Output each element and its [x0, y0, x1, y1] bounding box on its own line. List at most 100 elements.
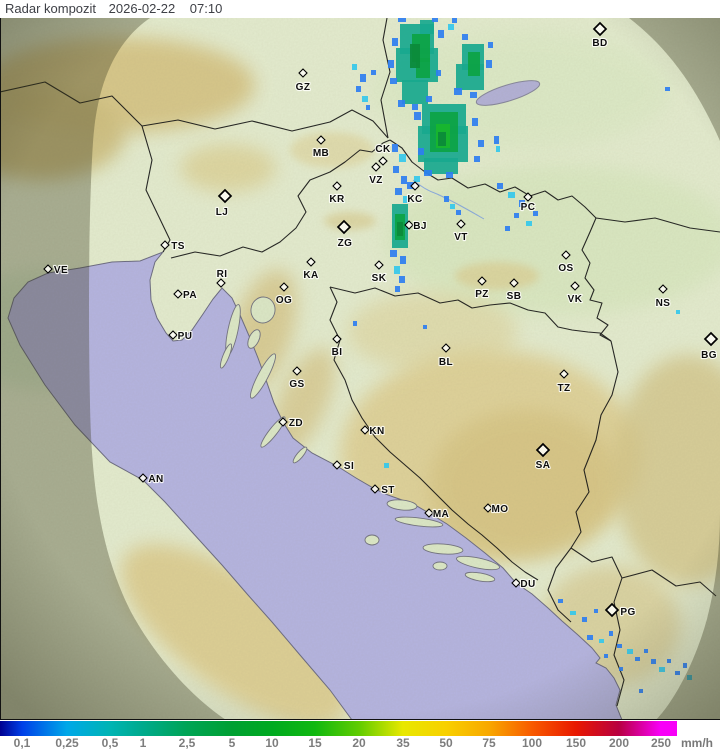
city-label: OS: [558, 263, 573, 274]
legend-tick: 75: [482, 736, 496, 750]
city-marker-diamond: [404, 220, 414, 230]
city-marker-diamond: [456, 219, 466, 229]
city-zd: ZD: [278, 417, 304, 430]
city-label: VT: [454, 232, 468, 243]
city-vk: VK: [567, 281, 583, 306]
city-label: SI: [344, 461, 354, 472]
city-bj: BJ: [404, 220, 427, 233]
city-si: SI: [332, 460, 355, 473]
legend-tick: 35: [396, 736, 410, 750]
city-marker-diamond: [316, 135, 326, 145]
legend-tick: 50: [439, 736, 453, 750]
city-ka: KA: [302, 257, 319, 282]
legend-tick: 20: [352, 736, 366, 750]
city-zg: ZG: [336, 219, 353, 250]
city-pc: PC: [520, 192, 536, 214]
city-label: AN: [148, 474, 163, 485]
city-marker-diamond: [604, 602, 620, 618]
legend-tick: 15: [308, 736, 322, 750]
city-label: GS: [289, 379, 304, 390]
city-label: VE: [54, 265, 68, 276]
city-bi: BI: [330, 334, 343, 359]
radar-map: BD GZ MB CK VZ KR KC PC LJ ZG BJ VT TS RI KA SK OS VE PA OG…: [0, 18, 720, 720]
city-marker-diamond: [168, 330, 178, 340]
city-marker-diamond: [511, 578, 521, 588]
city-label: MO: [492, 504, 509, 515]
city-label: GZ: [296, 82, 311, 93]
city-label: KC: [407, 194, 422, 205]
city-gs: GS: [288, 366, 305, 391]
city-ck: CK: [374, 143, 392, 166]
city-sb: SB: [506, 278, 522, 303]
city-ts: TS: [160, 240, 185, 253]
legend-tick: 250: [650, 736, 672, 750]
city-label: PC: [521, 202, 536, 213]
city-vt: VT: [453, 219, 468, 244]
city-label: OG: [276, 295, 292, 306]
city-marker-diamond: [477, 276, 487, 286]
city-marker-diamond: [441, 343, 451, 353]
city-os: OS: [557, 250, 574, 275]
city-marker-diamond: [217, 188, 233, 204]
city-marker-diamond: [306, 257, 316, 267]
intensity-colorbar: [0, 721, 677, 736]
city-marker-diamond: [336, 219, 352, 235]
city-label: BD: [592, 38, 607, 49]
city-marker-diamond: [483, 503, 493, 513]
city-label: BG: [701, 350, 717, 361]
city-marker-diamond: [374, 260, 384, 270]
city-label: SB: [507, 291, 522, 302]
city-label: PU: [178, 331, 193, 342]
city-marker-diamond: [703, 331, 719, 347]
city-label: ZD: [289, 418, 303, 429]
city-label: ZG: [338, 238, 353, 249]
city-mo: MO: [483, 503, 509, 516]
city-bg: BG: [700, 331, 719, 362]
city-label: CK: [375, 144, 391, 155]
city-label: LJ: [216, 207, 228, 218]
title-time: 07:10: [189, 1, 223, 16]
legend-tick: 10: [265, 736, 279, 750]
city-sa: SA: [535, 442, 551, 472]
city-marker-diamond: [410, 181, 420, 191]
city-ns: NS: [655, 284, 671, 310]
city-marker-diamond: [561, 250, 571, 260]
city-label: ST: [381, 485, 395, 496]
city-ri: RI: [215, 268, 228, 288]
city-marker-diamond: [371, 162, 381, 172]
city-label: RI: [217, 269, 228, 280]
city-label: DU: [520, 579, 535, 590]
app-title: Radar kompozit: [5, 1, 97, 16]
city-og: OG: [275, 282, 293, 307]
city-marker-diamond: [332, 460, 342, 470]
city-st: ST: [370, 484, 395, 497]
city-label: SA: [536, 460, 551, 471]
city-marker-diamond: [559, 369, 569, 379]
title-bar: Radar kompozit 2026-02-22 07:10: [0, 0, 720, 18]
city-marker-diamond: [570, 281, 580, 291]
legend-tick: 0,5: [101, 736, 119, 750]
city-label: BL: [439, 357, 453, 368]
city-marker-diamond: [424, 508, 434, 518]
city-label: NS: [656, 298, 671, 309]
intensity-legend: 0,1 0,25 0,5 1 2,5 5 10 15 20 35 50 75 100 150 200 250 m…: [0, 720, 720, 751]
city-label: PZ: [475, 289, 489, 300]
city-label: TZ: [557, 383, 570, 394]
legend-unit-label: mm/h: [680, 736, 714, 750]
city-lj: LJ: [215, 188, 233, 219]
city-marker-diamond: [43, 264, 53, 274]
city-marker-diamond: [173, 289, 183, 299]
city-an: AN: [138, 473, 164, 486]
city-marker-diamond: [509, 278, 519, 288]
city-du: DU: [511, 578, 536, 591]
legend-tick: 2,5: [178, 736, 196, 750]
city-mb: MB: [312, 135, 330, 160]
city-gz: GZ: [295, 68, 311, 94]
city-marker-diamond: [592, 21, 608, 37]
city-marker-diamond: [360, 425, 370, 435]
city-kn: KN: [360, 425, 385, 438]
city-marker-diamond: [298, 68, 308, 78]
title-date: 2026-02-22: [108, 1, 176, 16]
city-marker-diamond: [658, 284, 668, 294]
city-marker-diamond: [279, 282, 289, 292]
